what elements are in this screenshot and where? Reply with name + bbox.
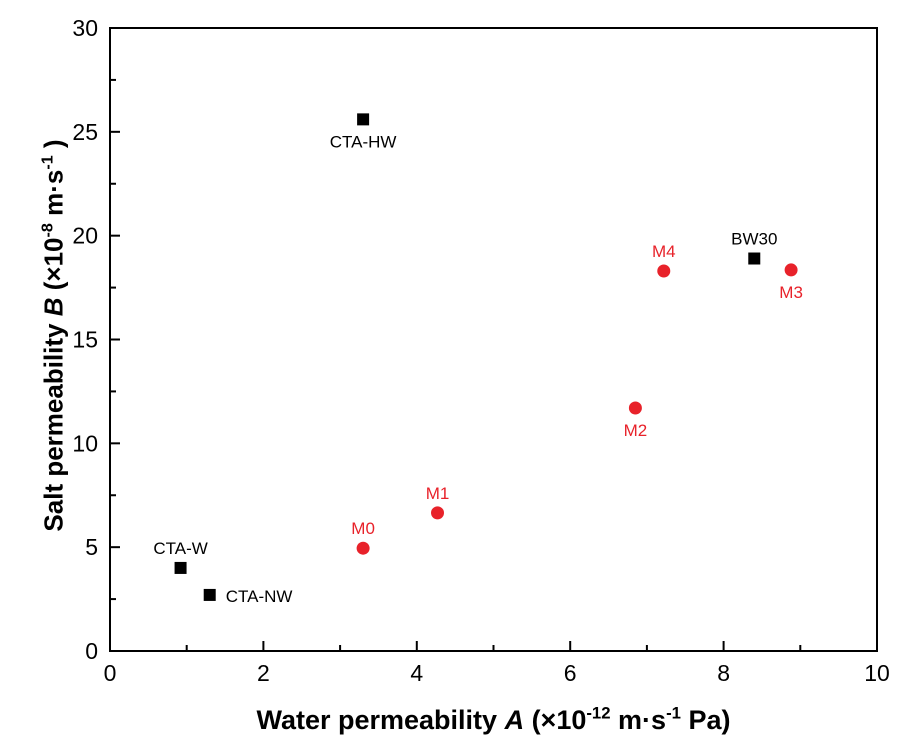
data-point-square — [203, 588, 216, 601]
data-label: CTA-HW — [330, 132, 397, 151]
y-tick-label: 0 — [85, 638, 98, 664]
y-tick-label: 25 — [72, 119, 98, 145]
data-point-square — [748, 252, 761, 265]
x-tick-label: 0 — [104, 660, 117, 686]
x-tick-label: 8 — [717, 660, 730, 686]
data-label: M3 — [779, 283, 803, 302]
plot-frame — [109, 27, 878, 652]
data-label: BW30 — [731, 230, 777, 249]
x-axis-label: Water permeability A (×10-12 m·s-1 Pa) — [256, 703, 731, 735]
data-label: CTA-W — [153, 539, 207, 558]
x-tick-label: 10 — [864, 660, 890, 686]
y-tick-label: 15 — [72, 327, 98, 353]
x-tick-label: 4 — [410, 660, 423, 686]
data-label: M2 — [624, 421, 648, 440]
y-tick-label: 30 — [72, 15, 98, 41]
x-tick-label: 2 — [257, 660, 270, 686]
y-tick-label: 20 — [72, 223, 98, 249]
data-label: CTA-NW — [226, 587, 293, 606]
data-label: M0 — [351, 519, 375, 538]
data-point-square — [357, 113, 370, 126]
data-label: M4 — [652, 242, 676, 261]
data-point-circle — [356, 541, 370, 555]
x-tick-label: 6 — [564, 660, 577, 686]
y-axis-label: Salt permeability B (×10-8 m·s-1 ) — [38, 139, 69, 532]
data-point-circle — [657, 264, 671, 278]
data-label: M1 — [426, 484, 450, 503]
data-point-circle — [628, 401, 642, 415]
y-tick-label: 10 — [72, 430, 98, 456]
data-point-circle — [431, 506, 445, 520]
data-point-square — [174, 561, 187, 574]
data-point-circle — [784, 263, 798, 277]
y-tick-label: 5 — [85, 534, 98, 560]
